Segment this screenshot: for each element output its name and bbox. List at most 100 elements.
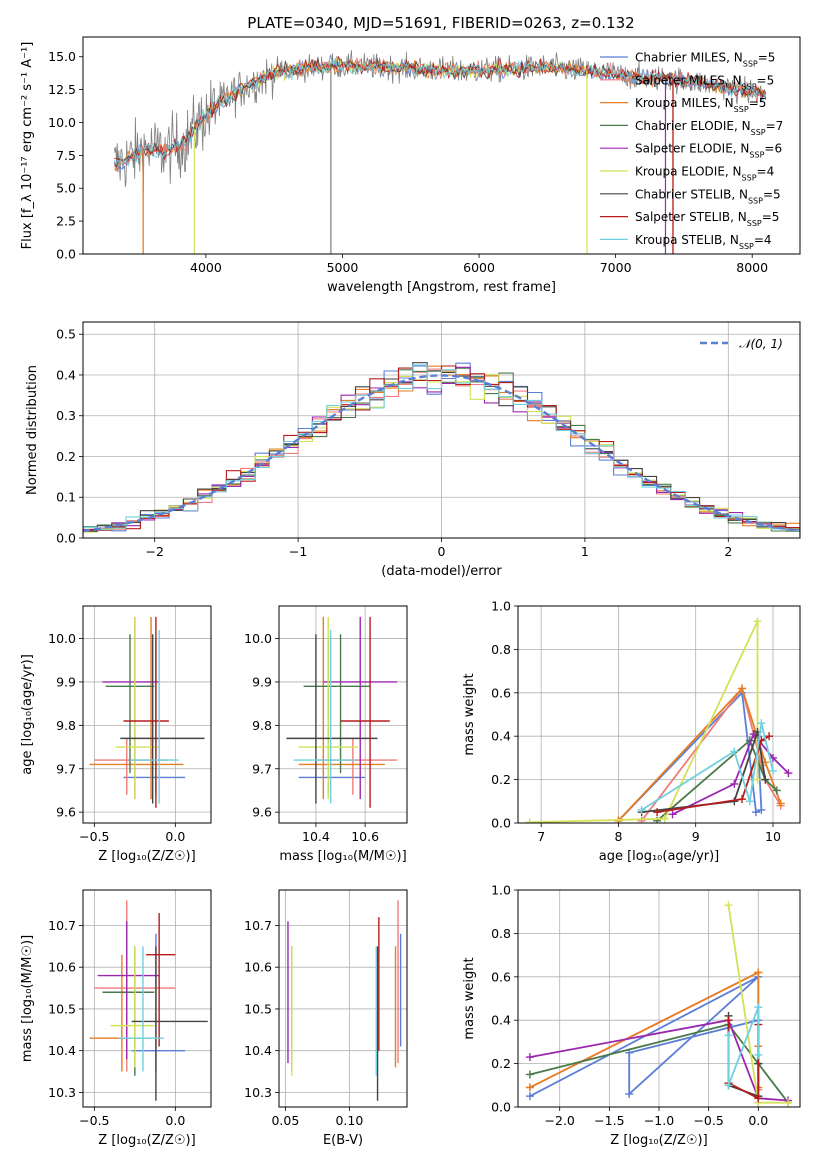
spectrum-plot (113, 50, 767, 254)
x-tick-label: −2 (145, 544, 163, 559)
y-axis-label: age [log₁₀(age/yr)] (20, 654, 35, 775)
weight_vs_age-plot (525, 617, 793, 823)
x-tick-label: 10.6 (351, 829, 379, 844)
y-tick-label: 0.0 (56, 247, 76, 262)
x-tick-label: 0.0 (748, 1113, 768, 1128)
y-tick-label: 0.2 (491, 1056, 511, 1071)
y-tick-label: 7.5 (56, 148, 76, 163)
x-axis-label: (data-model)/error (381, 564, 502, 579)
y-tick-label: 10.0 (48, 115, 76, 130)
legend-label: Salpeter ELODIE, NSSP=6 (635, 142, 782, 160)
y-tick-label: 0.8 (491, 642, 511, 657)
residual-legend: 𝒩(0, 1) (700, 337, 783, 351)
y-tick-label: 10.0 (48, 631, 76, 646)
legend-label: 𝒩(0, 1) (739, 337, 783, 351)
model-spectrum-kroupa_stelib (113, 58, 767, 167)
y-tick-label: 12.5 (48, 82, 76, 97)
y-tick-label: 0.0 (56, 531, 76, 546)
legend-label: Kroupa ELODIE, NSSP=4 (635, 165, 774, 183)
y-tick-label: 10.6 (48, 960, 76, 975)
y-tick-label: 0.6 (491, 969, 511, 984)
mass_vs_z-axes: −0.5 0.0 10.3 10.4 10.5 10.6 10.7 Z [log₁₀(Z/Z☉… (20, 890, 211, 1148)
x-tick-label: 10 (765, 829, 781, 844)
y-axis-label: Normed distribution (25, 365, 40, 495)
x-tick-label: 0.0 (165, 1113, 185, 1128)
spectrum-frame (82, 36, 801, 255)
y-tick-label: 1.0 (491, 883, 511, 898)
y-tick-label: 0.2 (56, 449, 76, 464)
y-tick-label: 9.8 (252, 718, 272, 733)
x-tick-label: 0 (438, 544, 446, 559)
x-tick-label: −0.5 (693, 1113, 723, 1128)
y-tick-label: 0.4 (491, 1013, 511, 1028)
age_vs_mass-axes: 10.4 10.6 9.6 9.7 9.8 9.9 10.0 mass [log₁₀(M/M☉… (244, 606, 407, 864)
y-tick-label: 10.0 (244, 631, 272, 646)
y-tick-label: 0.5 (56, 327, 76, 342)
y-tick-label: 10.5 (244, 1001, 272, 1016)
age_vs_z-plot (89, 616, 205, 808)
mass_vs_ebv-axes: 0.05 0.10 10.3 10.4 10.5 10.6 10.7 E(B-V) (244, 890, 407, 1148)
weight-line-kroupa_stelib (727, 1006, 760, 1086)
age_vs_z-axes: −0.5 0.0 9.6 9.7 9.8 9.9 10.0 Z [log₁₀(Z/Z☉)] ag… (20, 606, 211, 864)
x-tick-label: 8 (614, 829, 622, 844)
x-tick-label: 7 (537, 829, 545, 844)
y-tick-label: 9.6 (56, 805, 76, 820)
y-tick-label: 5.0 (56, 181, 76, 196)
x-tick-label: −1 (289, 544, 307, 559)
weight-line-kroupa_miles (617, 686, 782, 822)
y-tick-label: 9.8 (56, 718, 76, 733)
x-axis-label: wavelength [Angstrom, rest frame] (327, 280, 556, 295)
legend-label: Chabrier ELODIE, NSSP=7 (635, 119, 783, 137)
histogram-chabrier_stelib (83, 362, 800, 537)
x-tick-label: 0.0 (165, 829, 185, 844)
y-axis-label: mass [log₁₀(M/M☉)] (20, 935, 35, 1062)
y-tick-label: 0.4 (491, 729, 511, 744)
age_vs_mass-frame (278, 605, 408, 824)
y-tick-label: 10.3 (244, 1085, 272, 1100)
y-tick-label: 1.0 (491, 599, 511, 614)
legend-label: Kroupa MILES, NSSP=5 (635, 96, 766, 114)
x-tick-label: 9 (692, 829, 700, 844)
y-tick-label: 9.6 (252, 805, 272, 820)
legend-label: Salpeter STELIB, NSSP=5 (635, 210, 779, 228)
x-axis-label: E(B-V) (323, 1133, 363, 1148)
weight-line-kroupa_elodie (529, 620, 759, 823)
x-tick-label: 0.05 (271, 1113, 299, 1128)
mass_vs_z-frame (82, 889, 212, 1108)
weight-line-salpeter_elodie (529, 1019, 789, 1102)
x-tick-label: −1.5 (594, 1113, 624, 1128)
y-tick-label: 10.4 (244, 1043, 272, 1058)
legend-label: Chabrier MILES, NSSP=5 (635, 51, 775, 69)
weight_vs_z-plot (525, 901, 793, 1107)
y-tick-label: 9.7 (252, 761, 272, 776)
y-tick-label: 0.0 (491, 816, 511, 831)
x-tick-label: 7000 (600, 260, 632, 275)
y-tick-label: 15.0 (48, 49, 76, 64)
x-axis-label: mass [log₁₀(M/M☉)] (279, 849, 406, 864)
x-axis-label: Z [log₁₀(Z/Z☉)] (98, 1133, 195, 1148)
weight_vs_age-frame (517, 605, 801, 824)
y-axis-label: mass weight (462, 957, 477, 1039)
x-tick-label: −0.5 (79, 1113, 109, 1128)
y-axis-label: mass weight (462, 673, 477, 755)
residuals-plot (83, 362, 800, 537)
y-tick-label: 10.5 (48, 1001, 76, 1016)
normal-pdf-curve (83, 374, 800, 533)
y-tick-label: 0.3 (56, 408, 76, 423)
y-tick-label: 0.4 (56, 367, 76, 382)
x-tick-label: −2.0 (545, 1113, 575, 1128)
y-tick-label: 9.9 (252, 674, 272, 689)
y-tick-label: 0.8 (491, 926, 511, 941)
x-tick-label: −1.0 (644, 1113, 674, 1128)
legend-label: Salpeter MILES, NSSP=5 (635, 73, 774, 91)
y-axis-label: Flux [f_λ 10⁻¹⁷ erg cm⁻² s⁻¹ A⁻¹] (20, 42, 35, 250)
y-tick-label: 10.6 (244, 960, 272, 975)
weight-line-kroupa_miles (529, 971, 760, 1089)
legend-label: Kroupa STELIB, NSSP=4 (635, 233, 772, 251)
weight_vs_z-frame (517, 889, 801, 1108)
y-tick-label: 10.7 (48, 918, 76, 933)
mass_vs_ebv-plot (287, 900, 402, 1101)
x-tick-label: 8000 (736, 260, 768, 275)
age_vs_mass-plot (286, 616, 398, 808)
